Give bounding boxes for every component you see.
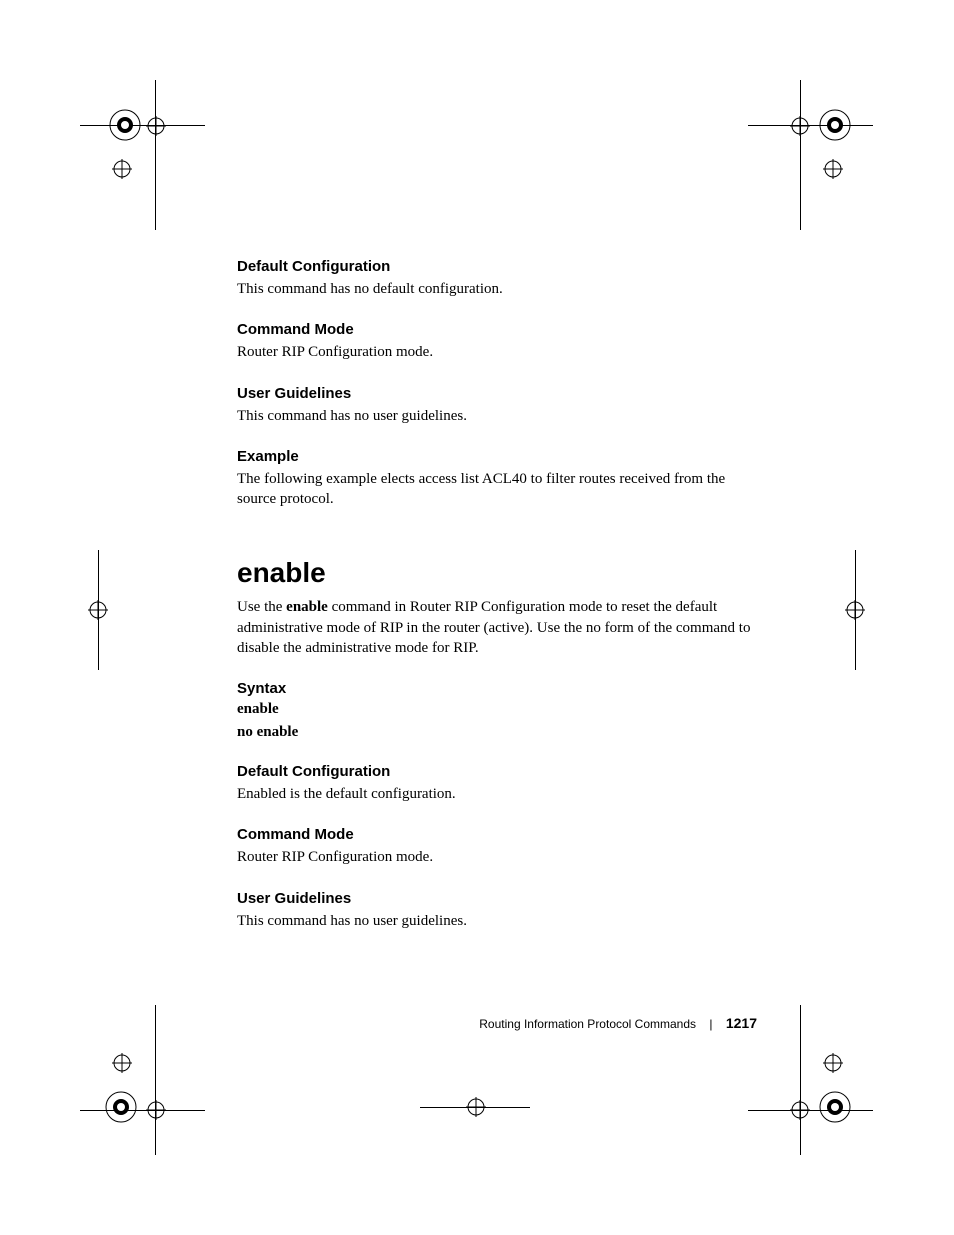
heading-default-config-2: Default Configuration <box>237 763 757 780</box>
heading-command-mode-1: Command Mode <box>237 321 757 338</box>
body-default-config-2: Enabled is the default configuration. <box>237 784 757 804</box>
crop-line <box>748 1110 873 1111</box>
crosshair-icon <box>146 1100 166 1120</box>
crosshair-icon <box>845 600 865 620</box>
crosshair-icon <box>146 116 166 136</box>
crop-line <box>800 80 801 230</box>
command-title: enable <box>237 557 757 589</box>
syntax-line-2: no enable <box>237 724 757 741</box>
registration-mark-icon <box>818 1090 852 1124</box>
registration-mark-icon <box>818 108 852 142</box>
body-user-guidelines-2: This command has no user guidelines. <box>237 911 757 931</box>
footer-separator: | <box>709 1017 712 1031</box>
heading-user-guidelines-1: User Guidelines <box>237 385 757 402</box>
crosshair-icon <box>790 116 810 136</box>
crosshair-icon <box>88 600 108 620</box>
intro-prefix: Use the <box>237 599 286 615</box>
heading-default-config-1: Default Configuration <box>237 258 757 275</box>
crosshair-icon <box>790 1100 810 1120</box>
footer-section-title: Routing Information Protocol Commands <box>479 1017 696 1031</box>
crosshair-icon <box>823 159 843 179</box>
crosshair-icon <box>466 1097 486 1117</box>
crop-line <box>748 125 873 126</box>
heading-command-mode-2: Command Mode <box>237 826 757 843</box>
crosshair-icon <box>112 159 132 179</box>
crosshair-icon <box>823 1053 843 1073</box>
crop-line <box>80 1110 205 1111</box>
syntax-block: enable no enable <box>237 701 757 741</box>
registration-mark-icon <box>104 1090 138 1124</box>
crop-line <box>800 1005 801 1155</box>
body-command-mode-2: Router RIP Configuration mode. <box>237 847 757 867</box>
heading-example: Example <box>237 448 757 465</box>
page-footer: Routing Information Protocol Commands | … <box>237 1015 757 1031</box>
page-content: Default Configuration This command has n… <box>237 258 757 953</box>
syntax-line-1: enable <box>237 701 757 718</box>
registration-mark-icon <box>108 108 142 142</box>
command-intro: Use the enable command in Router RIP Con… <box>237 597 757 658</box>
crosshair-icon <box>112 1053 132 1073</box>
body-default-config-1: This command has no default configuratio… <box>237 279 757 299</box>
footer-page-number: 1217 <box>726 1015 757 1031</box>
crop-line <box>155 1005 156 1155</box>
heading-user-guidelines-2: User Guidelines <box>237 890 757 907</box>
crop-line <box>155 80 156 230</box>
intro-bold: enable <box>286 599 328 615</box>
heading-syntax: Syntax <box>237 680 757 697</box>
crop-line <box>80 125 205 126</box>
body-command-mode-1: Router RIP Configuration mode. <box>237 342 757 362</box>
body-example: The following example elects access list… <box>237 469 757 510</box>
body-user-guidelines-1: This command has no user guidelines. <box>237 406 757 426</box>
